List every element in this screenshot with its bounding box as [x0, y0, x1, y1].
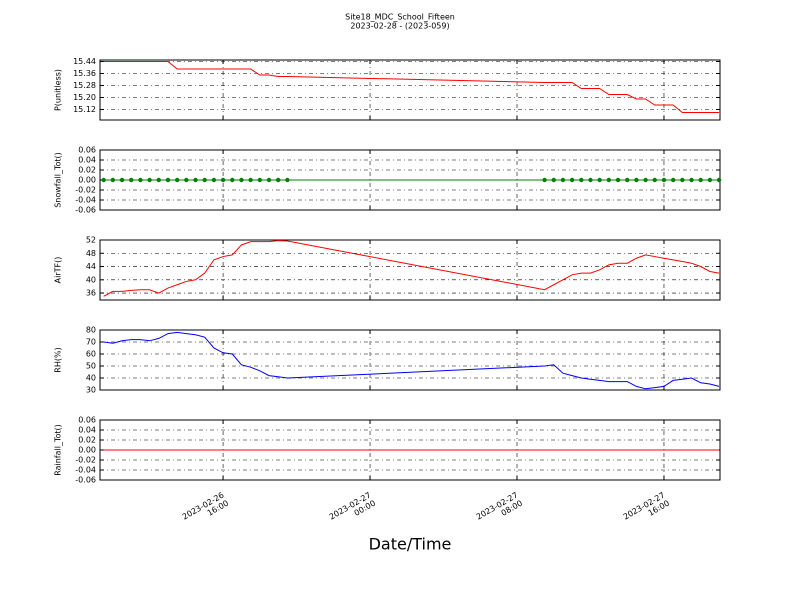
- y-tick-label: 36: [86, 289, 96, 298]
- data-point: [202, 177, 207, 183]
- data-point: [119, 177, 125, 183]
- y-axis-label: Snowfall_Tot(): [54, 152, 63, 208]
- y-tick-label: 0.04: [78, 156, 96, 165]
- data-point: [193, 177, 198, 183]
- data-point: [680, 177, 685, 183]
- data-point: [147, 177, 152, 183]
- y-tick-label: 40: [86, 275, 96, 284]
- chart-title: Site18_MDC_School_Fifteen: [345, 13, 455, 22]
- data-point: [588, 177, 593, 183]
- data-point: [670, 177, 676, 183]
- y-tick-label: 60: [86, 350, 96, 359]
- y-tick-label: 30: [86, 386, 96, 395]
- data-point: [597, 177, 602, 183]
- chart-subtitle: 2023-02-28 - (2023-059): [350, 22, 449, 31]
- y-tick-label: 44: [86, 262, 96, 271]
- y-tick-label: 15.20: [73, 93, 96, 102]
- y-axis-label: AirTF(): [54, 257, 63, 284]
- data-point: [643, 177, 648, 183]
- data-point: [560, 177, 566, 183]
- data-point: [184, 177, 189, 183]
- y-tick-label: 70: [86, 338, 96, 347]
- data-point: [542, 177, 547, 183]
- data-line: [103, 240, 720, 297]
- y-tick-label: 15.36: [73, 69, 96, 78]
- y-tick-label: 15.28: [73, 81, 96, 90]
- y-tick-label: -0.02: [75, 186, 96, 195]
- data-point: [101, 177, 106, 183]
- data-point: [698, 177, 703, 183]
- y-tick-label: -0.04: [75, 466, 96, 475]
- y-tick-label: 15.44: [73, 57, 96, 66]
- y-axis-label: Rainfall_Tot(): [54, 424, 63, 476]
- data-point: [174, 177, 180, 183]
- y-tick-label: 52: [86, 236, 96, 245]
- data-point: [156, 177, 161, 183]
- data-point: [257, 177, 263, 183]
- data-point: [266, 177, 272, 183]
- y-tick-label: 48: [86, 249, 96, 258]
- data-point: [551, 177, 556, 183]
- y-tick-label: -0.06: [75, 206, 96, 215]
- data-point: [716, 177, 722, 183]
- y-tick-label: -0.04: [75, 196, 96, 205]
- data-point: [248, 177, 253, 183]
- data-point: [230, 177, 235, 183]
- data-point: [652, 177, 657, 183]
- y-tick-label: 80: [86, 326, 96, 335]
- y-tick-label: 0.02: [78, 166, 96, 175]
- y-tick-label: 0.06: [78, 416, 96, 425]
- y-tick-label: 0.02: [78, 436, 96, 445]
- y-tick-label: 15.12: [73, 105, 96, 114]
- y-tick-label: 0.06: [78, 146, 96, 155]
- data-point: [129, 177, 134, 183]
- y-tick-label: 0.04: [78, 426, 96, 435]
- data-point: [606, 177, 612, 183]
- y-tick-label: 40: [86, 374, 96, 383]
- data-point: [165, 177, 171, 183]
- data-point: [707, 177, 713, 183]
- data-point: [285, 177, 290, 183]
- data-point: [615, 177, 621, 183]
- data-point: [110, 177, 116, 183]
- data-point: [661, 177, 667, 183]
- y-tick-label: 0.00: [78, 176, 96, 185]
- y-tick-label: -0.02: [75, 456, 96, 465]
- data-point: [239, 177, 244, 183]
- y-tick-label: 50: [86, 362, 96, 371]
- data-point: [220, 177, 226, 183]
- data-line: [103, 331, 720, 390]
- y-tick-label: 0.00: [78, 446, 96, 455]
- y-tick-label: -0.06: [75, 476, 96, 485]
- data-point: [275, 177, 281, 183]
- data-point: [211, 177, 217, 183]
- data-point: [579, 177, 584, 183]
- x-axis-label: Date/Time: [369, 535, 452, 554]
- data-point: [569, 177, 575, 183]
- data-line: [103, 61, 720, 113]
- data-point: [138, 177, 143, 183]
- y-axis-label: P(unitless): [54, 69, 63, 111]
- data-point: [634, 177, 639, 183]
- y-axis-label: RH(%): [54, 347, 63, 372]
- data-point: [625, 177, 630, 183]
- plot-area: [99, 59, 721, 121]
- data-point: [689, 177, 694, 183]
